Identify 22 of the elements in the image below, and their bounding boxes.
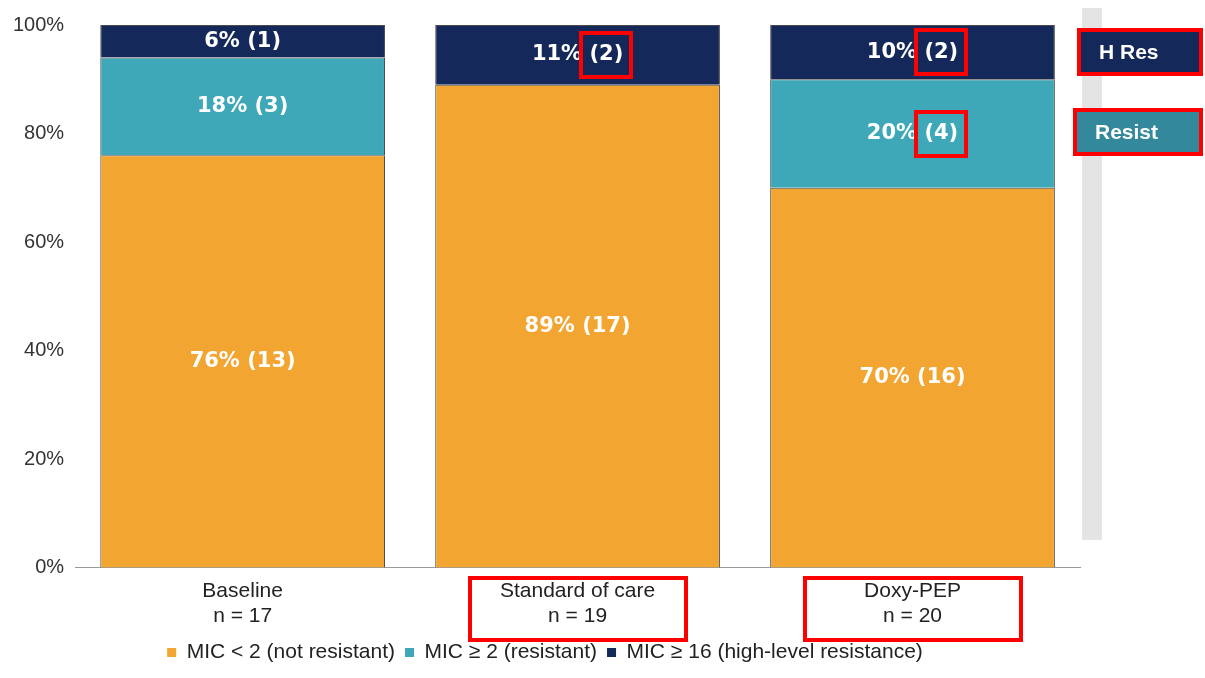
legend-label: MIC < 2 (not resistant) — [186, 639, 395, 663]
legend-label: MIC ≥ 16 (high-level resistance) — [626, 639, 923, 663]
data-label: 76% (13) — [189, 347, 296, 372]
legend-label: MIC ≥ 2 (resistant) — [424, 639, 598, 663]
x-tick-label: Standard of care n = 19 — [499, 578, 656, 627]
data-label: 6% (1) — [204, 27, 282, 52]
data-label: 70% (16) — [859, 364, 966, 389]
data-label: 11% (2) — [531, 41, 624, 66]
y-tick-label: 20% — [24, 446, 65, 469]
data-label: 10% (2) — [866, 38, 959, 63]
y-tick-label: 60% — [24, 229, 65, 252]
y-tick-label: 0% — [35, 555, 65, 578]
y-tick-label: 40% — [24, 338, 65, 361]
data-label: 18% (3) — [196, 92, 289, 117]
text: H Res — [1077, 28, 1203, 76]
x-tick-label: Doxy-PEP n = 20 — [864, 578, 961, 627]
x-tick-label: Baseline n = 17 — [202, 578, 283, 627]
text: Resist — [1073, 108, 1203, 156]
y-tick-label: 100% — [13, 12, 65, 35]
data-label: 89% (17) — [524, 312, 631, 337]
data-label: 20% (4) — [866, 119, 959, 144]
y-tick-label: 80% — [24, 121, 65, 144]
